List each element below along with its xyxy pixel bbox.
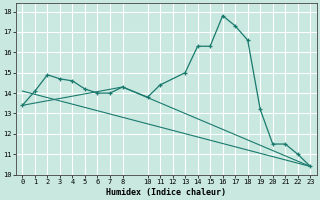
X-axis label: Humidex (Indice chaleur): Humidex (Indice chaleur) xyxy=(106,188,226,197)
